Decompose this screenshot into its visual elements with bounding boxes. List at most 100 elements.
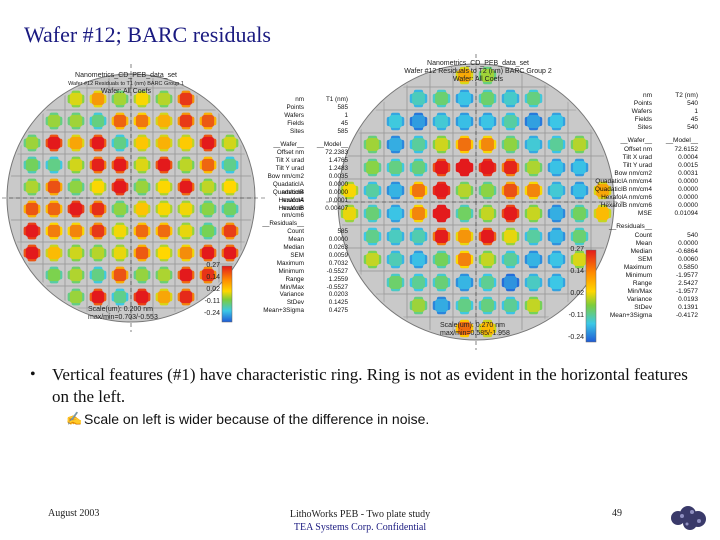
right-field-heat (478, 135, 497, 154)
left-count-row: Fields 45 (262, 120, 348, 128)
left-resid-label: Min/Max (280, 283, 304, 291)
left-field-cell (240, 219, 253, 243)
right-field-cell (521, 86, 546, 111)
left-resid-value: 0.0059 (328, 252, 348, 260)
left-field-heat (23, 156, 41, 174)
left-field-cell (130, 263, 154, 287)
left-field-cell (64, 263, 88, 287)
left-model-label: QuadaticIB nm/cm4 (272, 188, 304, 204)
footer-date: August 2003 (48, 508, 100, 519)
left-colorbar-labels: 0.27 0.14 0.02 -0.11 -0.24 (196, 262, 220, 326)
right-field-heat (386, 204, 405, 223)
right-field-cell (360, 270, 385, 295)
left-scale-line1: Scale(um): 0.200 nm (88, 306, 153, 313)
right-resid-row: StDev 0.1391 (594, 304, 698, 312)
left-field-cell (174, 219, 198, 243)
left-field-heat (199, 112, 217, 130)
left-field-cell (9, 175, 22, 199)
left-field-cell (152, 131, 176, 155)
right-field-heat (432, 250, 451, 269)
left-field-heat (199, 134, 217, 152)
right-field-cell (383, 293, 408, 318)
left-field-cell (108, 197, 132, 221)
left-field-heat (221, 222, 239, 240)
right-field-cell (567, 109, 592, 134)
right-field-heat (478, 89, 497, 108)
right-field-cell (383, 224, 408, 249)
right-field-cell (383, 155, 408, 180)
left-field-heat (221, 134, 239, 152)
right-scale-info: Scale(um): 0.270 nm max/min=0.585/-1.958 (440, 322, 510, 338)
left-resid-label: Minimum (278, 267, 304, 275)
left-count-value: 585 (337, 103, 348, 111)
right-resid-row: Median -0.6864 (594, 248, 698, 256)
left-count-row: Points 585 (262, 104, 348, 112)
left-field-cell (152, 175, 176, 199)
right-field-heat (501, 250, 520, 269)
left-field-heat (45, 156, 63, 174)
right-field-heat (409, 250, 428, 269)
right-model-value: 0.0000 (678, 177, 698, 185)
right-field-cell (521, 201, 546, 226)
right-resid-label: StDev (634, 304, 652, 312)
right-field-cell (544, 224, 569, 249)
left-field-heat (45, 134, 63, 152)
left-col-unit: nm (295, 96, 304, 103)
left-header-line1: Nanometrics_CD_PEB_data_set (75, 72, 177, 79)
right-field-cell (406, 201, 431, 226)
left-field-heat (155, 178, 173, 196)
left-field-cell (174, 263, 198, 287)
left-field-heat (133, 222, 151, 240)
right-field-cell (406, 293, 431, 318)
left-field-cell (20, 131, 44, 155)
right-field-cell (452, 155, 477, 180)
left-field-cell (108, 109, 132, 133)
pen-icon: ✍ (66, 411, 83, 426)
right-field-heat (524, 227, 543, 246)
left-field-heat (177, 156, 195, 174)
left-field-cell (86, 219, 110, 243)
left-field-cell (218, 263, 242, 287)
right-model-row: QuadaticIB nm/cm4 0.0000 (594, 186, 698, 194)
right-field-cell (429, 109, 454, 134)
right-count-label: Fields (634, 116, 652, 124)
right-field-cell (521, 132, 546, 157)
right-colorbar-tick: 0.02 (570, 290, 584, 297)
left-field-cell (174, 109, 198, 133)
right-field-cell (544, 109, 569, 134)
right-field-cell (475, 224, 500, 249)
left-model-row: Tilt Y urad 1.2483 (262, 165, 348, 173)
right-field-cell (452, 109, 477, 134)
left-field-cell (240, 153, 253, 177)
right-field-heat (432, 135, 451, 154)
left-field-cell (64, 153, 88, 177)
left-field-cell (20, 263, 44, 287)
right-resid-value: 540 (687, 231, 698, 239)
left-resid-row: Mean+3Sigma 0.4275 (262, 307, 348, 315)
left-model-label: HexafolA nm/cm6 (278, 196, 304, 212)
left-field-heat (45, 112, 63, 130)
right-field-cell (521, 293, 546, 318)
right-field-cell (360, 132, 385, 157)
left-field-cell (42, 87, 66, 111)
left-model-value: 72.2383 (325, 149, 348, 157)
right-colorbar-labels: 0.27 0.14 0.02 -0.11 -0.24 (556, 246, 584, 346)
right-field-heat (432, 204, 451, 223)
right-field-cell (567, 224, 592, 249)
footer-confidential: TEA Systems Corp. Confidential (293, 522, 427, 533)
right-field-cell (383, 201, 408, 226)
left-resid-value: 1.2559 (328, 275, 348, 283)
right-field-cell (429, 270, 454, 295)
right-field-heat (409, 112, 428, 131)
right-model-hdr: __Model__ (665, 137, 698, 145)
right-field-cell (498, 270, 523, 295)
left-field-heat (111, 288, 129, 306)
right-field-cell (406, 155, 431, 180)
left-field-heat (89, 112, 107, 130)
right-resid-label: Min/Max (627, 288, 652, 296)
right-field-cell (544, 178, 569, 203)
right-field-cell (521, 224, 546, 249)
left-field-cell (240, 197, 253, 221)
left-wafer-hdr: __Wafer__ (273, 141, 304, 149)
left-field-cell (64, 197, 88, 221)
